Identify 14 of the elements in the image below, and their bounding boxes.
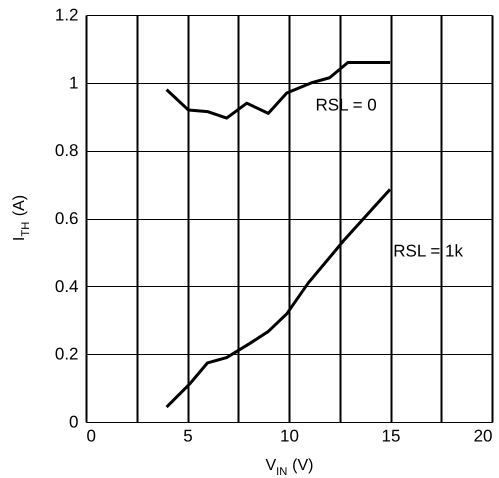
y-tick-label: 0.2 bbox=[54, 344, 78, 364]
x-tick-label: 10 bbox=[280, 426, 299, 446]
y-axis-title: ITH (A) bbox=[11, 194, 32, 242]
y-tick-label: 0 bbox=[69, 412, 78, 432]
y-tick-label: 0.8 bbox=[54, 141, 78, 160]
text: RSL = 1k bbox=[393, 241, 464, 260]
y-tick-label: 0.6 bbox=[54, 209, 78, 228]
x-tick-label: 5 bbox=[183, 426, 193, 446]
x-tick-label: 0 bbox=[86, 426, 96, 446]
y-tick-label: 1.2 bbox=[54, 6, 78, 24]
x-tick-label: 15 bbox=[382, 426, 400, 446]
y-tick-label: 1 bbox=[69, 73, 78, 92]
x-tick-label: 20 bbox=[474, 426, 492, 446]
y-tick-label: 0.4 bbox=[54, 276, 78, 296]
